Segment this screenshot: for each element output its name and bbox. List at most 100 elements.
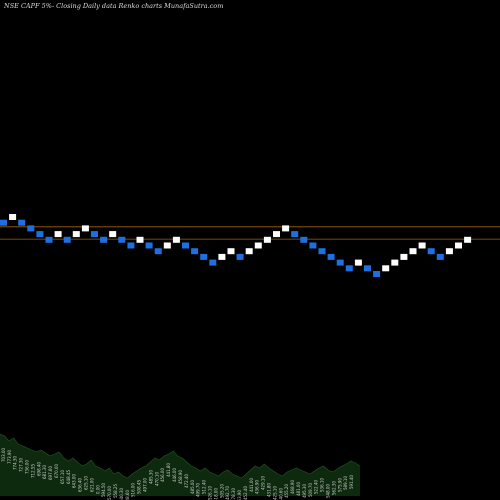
- renko-brick: [364, 265, 371, 272]
- renko-brick: [318, 248, 326, 255]
- renko-brick: [136, 236, 144, 243]
- volume-label: 518.00: [213, 488, 218, 500]
- renko-brick: [354, 259, 362, 266]
- volume-label: 452.40: [243, 486, 248, 500]
- volume-label: 698.40: [36, 462, 41, 476]
- volume-label: 703.00: [1, 448, 6, 462]
- renko-brick: [145, 242, 153, 249]
- renko-brick: [72, 231, 80, 238]
- renko-brick: [373, 271, 381, 277]
- renko-brick: [309, 242, 317, 249]
- chart-title: NSE CAPF 5%- Closing Daily data Renko ch…: [3, 2, 223, 10]
- renko-brick: [300, 236, 308, 243]
- renko-brick: [154, 248, 162, 255]
- volume-area: [0, 433, 361, 496]
- volume-label: 485.30: [148, 470, 153, 484]
- volume-label: 425.10: [272, 486, 277, 500]
- renko-brick: [36, 231, 44, 238]
- renko-brick: [91, 231, 98, 238]
- renko-brick: [209, 259, 217, 266]
- renko-brick: [409, 248, 417, 255]
- volume-label: 657.10: [60, 470, 65, 484]
- volume-label: 436.90: [255, 480, 260, 494]
- volume-label: 591.40: [349, 475, 354, 489]
- renko-brick: [9, 214, 17, 220]
- volume-label: 458.90: [178, 470, 183, 484]
- renko-brick: [182, 242, 189, 249]
- volume-profile-line: [0, 433, 361, 479]
- volume-label: 540.30: [119, 488, 124, 500]
- renko-brick: [427, 248, 435, 255]
- renko-bricks: [0, 214, 472, 277]
- renko-brick: [191, 248, 199, 255]
- renko-brick: [418, 242, 426, 249]
- renko-brick: [236, 253, 244, 260]
- renko-brick: [118, 236, 126, 243]
- volume-label: 636.40: [78, 478, 83, 492]
- volume-label: 446.00: [172, 468, 177, 482]
- volume-label: 712.55: [30, 464, 35, 478]
- renko-brick: [0, 219, 7, 226]
- renko-brick: [391, 259, 399, 266]
- volume-label: 575.90: [337, 478, 342, 492]
- volume-label: 548.00: [326, 484, 331, 498]
- volume-label: 697.60: [48, 466, 53, 480]
- renko-brick: [100, 236, 108, 243]
- renko-brick: [27, 225, 35, 232]
- volume-label: 505.20: [219, 484, 224, 498]
- volume-label: 594.50: [101, 483, 106, 497]
- volume-label: 727.30: [19, 458, 24, 472]
- volume-label: 463.90: [237, 490, 242, 500]
- renko-brick: [327, 253, 335, 260]
- renko-brick: [127, 242, 135, 249]
- renko-brick: [436, 253, 444, 260]
- renko-brick: [163, 242, 171, 249]
- renko-brick: [273, 231, 280, 238]
- volume-label: 440.60: [278, 488, 283, 500]
- renko-brick: [291, 231, 299, 238]
- renko-brick: [45, 236, 53, 243]
- volume-label: 0.00: [95, 485, 100, 494]
- volume-label: 492.70: [225, 486, 230, 500]
- volume-label: 455.20: [284, 484, 289, 498]
- renko-brick: [109, 231, 117, 238]
- volume-label: 456.00: [160, 468, 165, 482]
- volume-label: 516.00: [131, 483, 136, 497]
- volume-label: 495.30: [302, 484, 307, 498]
- renko-brick: [336, 259, 344, 266]
- volume-label: 621.00: [89, 478, 94, 492]
- volume-label: 570.00: [107, 486, 112, 500]
- renko-brick: [63, 236, 71, 243]
- volume-label: 643.00: [72, 474, 77, 488]
- volume-label: 536.10: [320, 478, 325, 492]
- volume-label: 468.90: [290, 480, 295, 494]
- volume-label: 481.00: [296, 482, 301, 496]
- volume-label: 497.00: [143, 478, 148, 492]
- renko-brick: [455, 242, 462, 249]
- volume-label: 441.00: [249, 478, 254, 492]
- renko-brick: [172, 236, 180, 243]
- volume-profile-area: [0, 434, 360, 496]
- volume-label: 625.10: [84, 476, 89, 490]
- volume-label: 681.30: [42, 465, 47, 479]
- volume-label: 562.30: [331, 481, 336, 495]
- renko-brick: [54, 231, 62, 238]
- volume-label: 472.40: [184, 474, 189, 488]
- volume-label: 648.45: [66, 470, 71, 484]
- renko-brick: [445, 248, 453, 255]
- renko-brick: [218, 253, 226, 260]
- volume-label: 470.10: [154, 472, 159, 486]
- volume-label: 670.00: [54, 464, 59, 478]
- volume-label: 589.10: [343, 476, 348, 490]
- volume-label: 512.40: [202, 480, 207, 494]
- volume-label: 774.30: [13, 456, 18, 470]
- volume-label: 429.10: [261, 476, 266, 490]
- renko-brick: [282, 225, 290, 232]
- volume-label: 736.00: [25, 460, 30, 474]
- renko-brick: [382, 265, 390, 272]
- renko-brick: [263, 236, 271, 243]
- volume-label: 526.10: [208, 486, 213, 500]
- renko-brick: [18, 219, 26, 226]
- volume-label: 522.40: [314, 480, 319, 494]
